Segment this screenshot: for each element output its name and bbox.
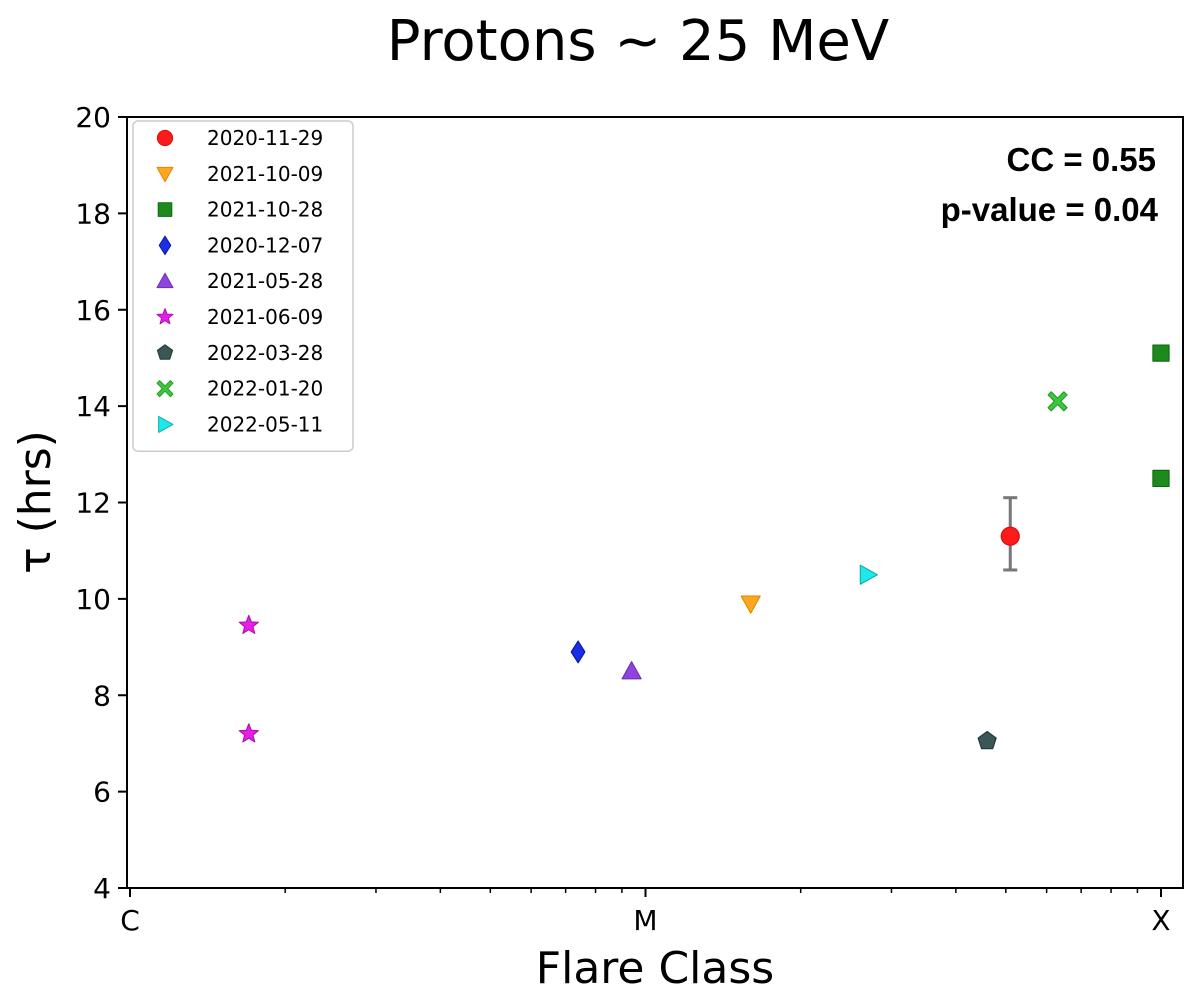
data-point-2021-05-28: [621, 661, 642, 680]
y-axis-ticks: 4 6 8 10 12 14 16 18 20: [75, 101, 127, 905]
legend-marker-2021-06-09: [156, 308, 174, 325]
data-point-2020-11-29: [1000, 526, 1020, 546]
p-value-annotation: p-value = 0.04: [941, 191, 1159, 228]
y-tick-label: 14: [75, 390, 111, 423]
legend-marker-2022-01-20: [156, 380, 174, 398]
legend-label: 2021-06-09: [207, 305, 323, 329]
legend-label: 2020-11-29: [207, 126, 323, 150]
chart-title: Protons ~ 25 MeV: [387, 9, 889, 74]
data-point-2021-10-09: [740, 595, 761, 614]
data-point-2021-06-09: [238, 614, 259, 634]
data-point-2022-01-20: [1047, 391, 1068, 412]
legend-marker-2022-03-28: [156, 344, 174, 360]
data-point-2021-06-09: [238, 723, 259, 743]
data-point-2021-10-28: [1152, 344, 1170, 362]
y-tick-label: 8: [93, 679, 111, 712]
data-point-2022-05-11: [859, 564, 878, 585]
y-tick-label: 4: [93, 872, 111, 905]
legend-label: 2022-03-28: [207, 341, 323, 365]
x-tick-label: X: [1151, 904, 1170, 937]
legend-label: 2022-05-11: [207, 412, 323, 436]
x-tick-label: C: [120, 904, 140, 937]
legend: 2020-11-29 2021-10-09 2021-10-28 2020-12-07…: [132, 120, 354, 452]
y-tick-label: 18: [75, 197, 111, 230]
legend-marker-2021-10-09: [156, 166, 174, 183]
legend-marker-2022-05-11: [158, 415, 174, 433]
data-point-2020-12-07: [570, 640, 586, 664]
data-point-2021-10-28: [1152, 469, 1170, 488]
legend-marker-2020-12-07: [158, 235, 172, 256]
y-axis-label: τ (hrs): [10, 430, 61, 574]
legend-label: 2021-10-28: [207, 198, 323, 222]
y-tick-label: 10: [75, 583, 111, 616]
x-axis-label: Flare Class: [536, 943, 774, 994]
legend-label: 2021-05-28: [207, 269, 323, 293]
y-tick-label: 6: [93, 776, 111, 809]
legend-label: 2022-01-20: [207, 377, 323, 401]
correlation-coefficient-annotation: CC = 0.55: [1007, 141, 1157, 178]
legend-label: 2020-12-07: [207, 233, 323, 257]
legend-box: [132, 120, 354, 452]
y-tick-label: 20: [75, 101, 111, 134]
legend-marker-2021-10-28: [157, 202, 173, 217]
legend-marker-2021-05-28: [156, 272, 174, 289]
x-tick-label: M: [633, 904, 657, 937]
data-points: [238, 344, 1170, 750]
legend-marker-2020-11-29: [156, 129, 174, 147]
y-tick-label: 16: [75, 294, 111, 327]
legend-label: 2021-10-09: [207, 162, 323, 186]
y-tick-label: 12: [75, 487, 111, 520]
data-point-2022-03-28: [977, 730, 997, 750]
